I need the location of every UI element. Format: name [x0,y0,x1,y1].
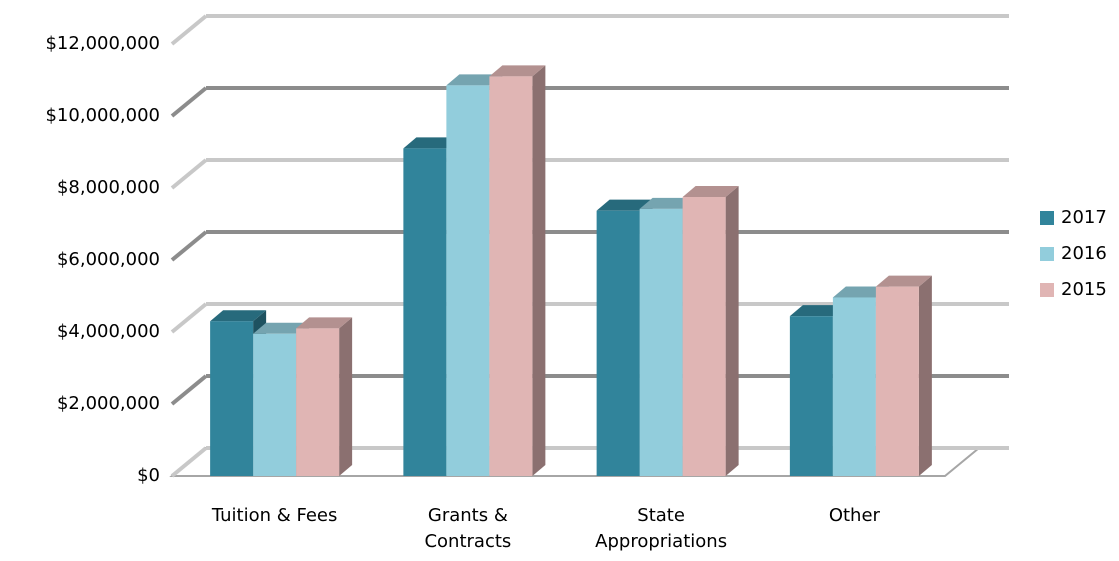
y-tick-label: $0 [137,465,160,486]
bar-top [489,65,546,77]
bar-front [832,297,876,476]
grid-side [170,302,208,334]
bar-side [339,317,353,476]
bar-front [296,328,340,476]
grid-side [170,86,208,118]
bar-top [639,197,696,209]
bar-top [596,199,653,211]
bar-front [789,316,833,476]
bar-side [918,275,932,476]
grid-side [170,158,208,190]
y-tick-label: $10,000,000 [45,105,160,126]
bar-front [875,286,919,476]
bar-top [403,137,460,149]
grid-side [170,374,208,406]
bar-front [639,208,683,476]
legend-label: 2015 [1061,279,1107,300]
bar-side [725,186,739,476]
legend-label: 2016 [1061,243,1107,264]
bar-front [446,85,490,477]
grid-line [170,158,1009,190]
legend-label: 2017 [1061,207,1107,228]
y-tick-label: $2,000,000 [57,393,160,414]
legend-swatch [1040,283,1054,297]
bar-side [532,65,546,477]
grid-side [170,230,208,262]
x-tick-label: Tuition & Fees [211,505,338,526]
x-tick-label: Grants & Contracts [424,505,512,552]
grid-line [170,14,1009,46]
grid-line [170,86,1009,118]
bar-top [446,74,503,86]
y-tick-label: $12,000,000 [45,33,160,54]
bar [296,317,353,476]
bar [682,186,739,476]
y-tick-label: $4,000,000 [57,321,160,342]
x-tick-label: State Appropriations [595,505,728,552]
bar [489,65,546,477]
legend-swatch [1040,247,1054,261]
legend-swatch [1040,211,1054,225]
y-tick-label: $6,000,000 [57,249,160,270]
bar-top [875,275,932,287]
bar-front [210,321,254,476]
bar-front [253,333,297,476]
x-tick-label: Other [828,505,880,526]
bar-front [682,197,726,476]
bar-front [403,148,447,476]
bar-top [682,186,739,197]
grid-side [170,14,208,46]
bar-top [296,317,353,329]
bar-top [789,305,846,317]
bar-top [253,322,310,334]
y-tick-label: $8,000,000 [57,177,160,198]
bar-top [832,286,889,298]
bar-front [596,210,640,476]
bar [875,275,932,476]
bar-top [210,310,267,322]
bar-front [489,76,533,477]
grid-side [170,446,208,478]
grid-line [170,230,1009,262]
